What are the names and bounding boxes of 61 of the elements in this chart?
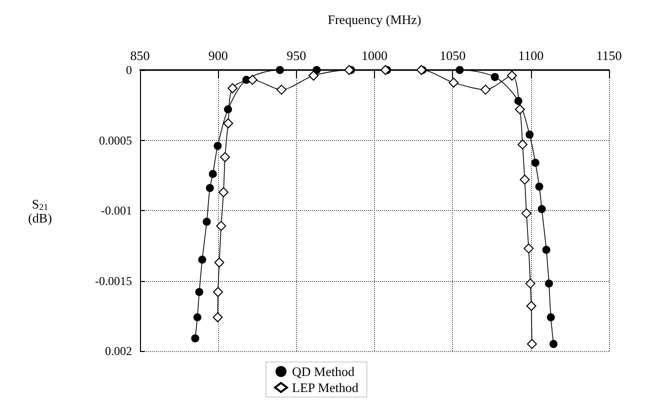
point xyxy=(526,301,536,312)
y-tick-label: 0.0005 xyxy=(99,133,132,148)
point xyxy=(526,338,537,349)
point xyxy=(193,313,202,322)
x-axis-title: Frequency (MHz) xyxy=(328,12,422,27)
point xyxy=(214,257,224,268)
point xyxy=(550,340,558,348)
point xyxy=(524,243,534,254)
y-tick-label: -0.001 xyxy=(101,204,132,218)
x-tick-label: 1000 xyxy=(362,48,388,63)
point xyxy=(490,73,499,82)
point xyxy=(344,65,354,75)
point xyxy=(544,280,553,288)
point xyxy=(518,139,528,150)
x-tick-label: 850 xyxy=(130,48,150,63)
legend-label: LEP Method xyxy=(292,380,359,395)
point xyxy=(456,66,464,74)
point xyxy=(308,70,319,81)
point xyxy=(448,78,459,88)
point xyxy=(220,152,230,162)
x-tick-label: 900 xyxy=(208,48,228,63)
point xyxy=(276,84,286,95)
point xyxy=(380,65,390,75)
point xyxy=(195,288,204,296)
legend-label: QD Method xyxy=(292,364,355,379)
y-tick-label: -0.0015 xyxy=(95,274,132,288)
point xyxy=(542,246,550,254)
point xyxy=(531,158,540,167)
point xyxy=(212,312,223,322)
point xyxy=(247,74,258,85)
point xyxy=(480,84,490,95)
point xyxy=(213,286,224,297)
point xyxy=(206,184,214,192)
point xyxy=(526,130,534,139)
x-tick-label: 950 xyxy=(286,48,306,63)
point xyxy=(224,105,232,114)
point xyxy=(416,65,426,75)
point xyxy=(276,66,284,74)
point xyxy=(546,313,555,322)
x-tick-label: 1150 xyxy=(596,48,622,63)
x-tick-label: 1050 xyxy=(440,48,466,63)
x-tick-label: 1100 xyxy=(518,48,544,63)
y-tick-label: 0.002 xyxy=(105,344,132,358)
point xyxy=(202,218,211,226)
point xyxy=(514,104,525,114)
y-tick-label: 0 xyxy=(126,63,132,77)
point xyxy=(520,174,530,185)
point xyxy=(228,83,238,94)
point xyxy=(214,142,222,150)
point xyxy=(514,96,522,105)
point xyxy=(535,182,544,191)
point xyxy=(208,170,217,178)
point xyxy=(218,187,228,198)
point xyxy=(191,334,200,342)
point xyxy=(223,118,234,128)
point xyxy=(538,205,546,214)
point xyxy=(198,256,206,264)
point xyxy=(525,278,536,289)
point xyxy=(216,220,226,231)
point xyxy=(521,208,532,218)
point xyxy=(506,70,517,81)
